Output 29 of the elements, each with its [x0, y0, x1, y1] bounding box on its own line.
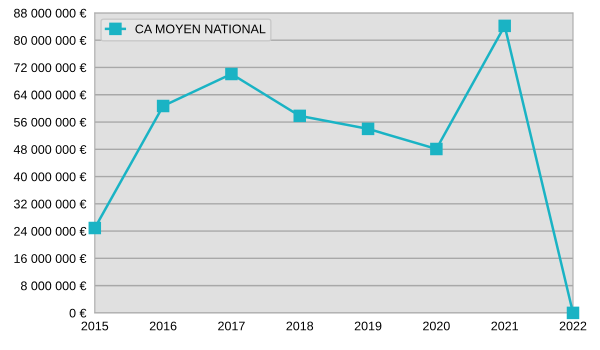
point	[293, 110, 306, 122]
point	[566, 306, 580, 320]
x-tick-label: 2021	[491, 322, 518, 330]
y-tick-label: 64 000 000 €	[14, 90, 86, 100]
x-tick-label: 2020	[423, 322, 450, 330]
x-tick-label: 2017	[218, 322, 245, 330]
legend-label: CA MOYEN NATIONAL	[135, 24, 266, 34]
y-tick-label: 24 000 000 €	[14, 226, 86, 236]
point	[430, 142, 443, 156]
y-tick-label: 48 000 000 €	[14, 145, 86, 154]
point	[156, 100, 170, 112]
x-tick-label: 2018	[286, 322, 314, 330]
y-tick-label: 0 €	[70, 308, 86, 318]
y-tick-label: 88 000 000 €	[14, 8, 86, 18]
y-tick-label: 16 000 000 €	[14, 254, 86, 264]
y-tick-label: 56 000 000 €	[14, 118, 86, 127]
point	[225, 68, 238, 80]
y-tick-label: 40 000 000 €	[14, 172, 86, 182]
x-tick-label: 2015	[82, 322, 108, 330]
point	[498, 20, 511, 32]
x-tick-label: 2016	[150, 322, 176, 330]
point	[88, 222, 102, 234]
y-tick-label: 80 000 000 €	[14, 36, 86, 45]
y-tick-label: 32 000 000 €	[14, 200, 86, 208]
point	[362, 122, 374, 136]
y-tick-label: 8 000 000 €	[20, 281, 86, 290]
x-tick-label: 2022	[560, 322, 586, 330]
y-tick-label: 72 000 000 €	[14, 63, 86, 72]
x-tick-label: 2019	[354, 322, 382, 330]
